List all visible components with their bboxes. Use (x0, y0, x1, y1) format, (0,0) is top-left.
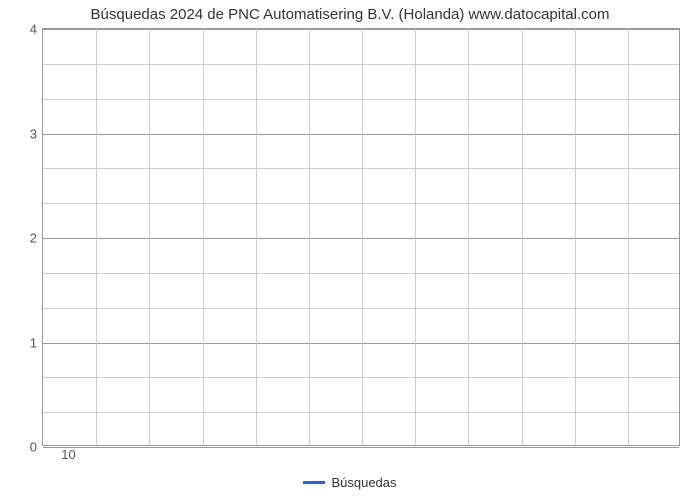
gridline-y-minor (43, 273, 679, 274)
gridline-x (575, 29, 576, 445)
chart-container: Búsquedas 2024 de PNC Automatisering B.V… (0, 0, 700, 500)
y-tick-label: 4 (30, 22, 37, 37)
gridline-x (309, 29, 310, 445)
plot-area: 0123410 (42, 28, 680, 446)
y-tick-label: 3 (30, 126, 37, 141)
gridline-y-major (43, 447, 679, 448)
gridline-y-minor (43, 377, 679, 378)
gridline-y-major (43, 238, 679, 239)
legend-label: Búsquedas (331, 475, 396, 490)
y-tick-label: 1 (30, 335, 37, 350)
gridline-y-minor (43, 308, 679, 309)
gridline-y-major (43, 343, 679, 344)
gridline-x (203, 29, 204, 445)
legend-swatch (303, 481, 325, 484)
gridline-y-minor (43, 168, 679, 169)
gridline-x (256, 29, 257, 445)
gridline-x (149, 29, 150, 445)
legend: Búsquedas (0, 474, 700, 490)
chart-title: Búsquedas 2024 de PNC Automatisering B.V… (0, 6, 700, 23)
gridline-y-minor (43, 99, 679, 100)
gridline-y-minor (43, 412, 679, 413)
gridline-x (468, 29, 469, 445)
y-tick-label: 2 (30, 231, 37, 246)
gridline-y-major (43, 29, 679, 30)
gridline-x (415, 29, 416, 445)
gridline-x (522, 29, 523, 445)
gridline-y-minor (43, 203, 679, 204)
gridline-x (362, 29, 363, 445)
y-tick-label: 0 (30, 440, 37, 455)
gridline-y-major (43, 134, 679, 135)
gridline-y-minor (43, 64, 679, 65)
gridline-x (628, 29, 629, 445)
gridline-x (96, 29, 97, 445)
x-tick-label: 10 (61, 447, 75, 462)
